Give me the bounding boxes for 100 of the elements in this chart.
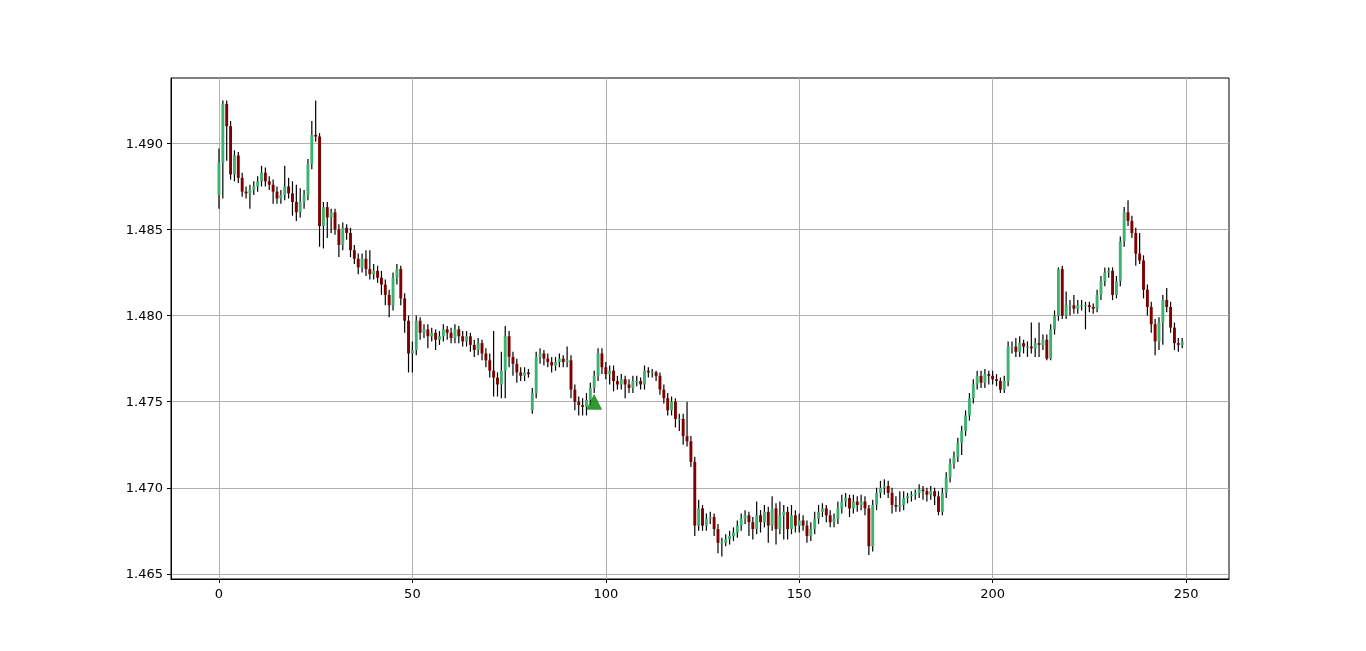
candlestick bbox=[666, 392, 670, 417]
candlestick bbox=[1037, 321, 1041, 358]
candlestick bbox=[1145, 284, 1149, 317]
candlestick bbox=[995, 373, 998, 387]
candlestick bbox=[793, 509, 797, 534]
candlestick bbox=[321, 201, 325, 250]
candlestick bbox=[631, 375, 635, 394]
candlestick bbox=[697, 499, 701, 532]
candlestick bbox=[240, 172, 244, 198]
candlestick bbox=[438, 330, 441, 346]
candlestick bbox=[492, 330, 496, 398]
candlestick bbox=[797, 512, 801, 534]
candlestick bbox=[1173, 321, 1176, 351]
candlestick bbox=[232, 149, 236, 182]
candlestick bbox=[325, 201, 329, 239]
candlestick bbox=[1161, 294, 1165, 346]
candlestick bbox=[476, 337, 480, 356]
candlestick bbox=[468, 332, 472, 353]
candlestick bbox=[271, 178, 275, 205]
candlestick bbox=[530, 387, 534, 415]
candlestick bbox=[298, 187, 302, 219]
candlestick bbox=[898, 490, 902, 513]
candlestick bbox=[426, 323, 430, 349]
candlestick bbox=[287, 177, 291, 200]
candlestick bbox=[670, 395, 674, 417]
candlestick bbox=[836, 500, 840, 525]
candlestick bbox=[600, 347, 604, 375]
candlestick bbox=[1169, 301, 1173, 334]
candlestick bbox=[407, 314, 410, 373]
candlestick bbox=[542, 349, 546, 367]
candlestick bbox=[890, 487, 894, 515]
candlestick bbox=[608, 364, 612, 386]
candlestick bbox=[449, 327, 453, 344]
candlestick bbox=[701, 504, 704, 532]
candlestick bbox=[937, 490, 940, 516]
candlestick bbox=[453, 323, 457, 344]
candlestick bbox=[1018, 335, 1022, 358]
candlestick bbox=[762, 504, 766, 528]
candlestick bbox=[418, 316, 422, 341]
y-tick-label: 1.490 bbox=[125, 135, 163, 151]
candlestick bbox=[755, 500, 759, 535]
y-tick-label: 1.465 bbox=[125, 566, 163, 582]
candlestick bbox=[643, 364, 646, 391]
candlestick bbox=[352, 244, 356, 265]
candlestick bbox=[673, 397, 677, 429]
candlestick bbox=[623, 375, 627, 399]
candlestick bbox=[975, 370, 979, 391]
y-tick-label: 1.480 bbox=[125, 308, 163, 324]
candlestick bbox=[291, 180, 294, 217]
candlestick bbox=[879, 480, 882, 499]
x-tick-label: 100 bbox=[593, 586, 619, 601]
candlestick bbox=[732, 526, 735, 542]
candlestick bbox=[770, 495, 774, 532]
candlestick bbox=[967, 392, 971, 422]
candlestick bbox=[585, 392, 588, 417]
candlestick bbox=[360, 253, 364, 274]
y-tick-label: 1.470 bbox=[125, 480, 163, 496]
candlestick bbox=[1026, 340, 1029, 358]
candlestick bbox=[817, 504, 821, 525]
candlestick bbox=[229, 120, 233, 181]
candlestick bbox=[410, 340, 414, 373]
candlestick bbox=[379, 270, 383, 296]
candlestick bbox=[906, 492, 909, 504]
x-tick-label: 200 bbox=[980, 586, 1006, 601]
candlestick bbox=[318, 132, 321, 248]
candlestick bbox=[236, 151, 240, 184]
candlestick bbox=[283, 165, 287, 201]
candlestick bbox=[743, 509, 747, 525]
candlestick bbox=[875, 487, 879, 511]
candlestick bbox=[1142, 254, 1145, 299]
candlestick bbox=[565, 345, 569, 368]
candlestick bbox=[526, 368, 530, 379]
candlestick bbox=[851, 494, 855, 515]
candlestick bbox=[612, 364, 615, 392]
candlestick bbox=[848, 494, 851, 518]
candlestick bbox=[499, 351, 503, 399]
candlestick bbox=[820, 502, 824, 518]
candlestick bbox=[1165, 287, 1169, 313]
candlestick bbox=[496, 371, 499, 398]
x-tick-label: 50 bbox=[404, 586, 421, 601]
candlestick bbox=[314, 99, 318, 143]
candlestick bbox=[960, 425, 964, 456]
candlestick bbox=[349, 227, 352, 258]
candlestick bbox=[925, 487, 929, 503]
candlestick bbox=[225, 99, 229, 162]
candlestick bbox=[248, 184, 252, 210]
candlestick bbox=[279, 189, 283, 205]
candlestick bbox=[329, 208, 333, 234]
y-tick-label: 1.485 bbox=[125, 222, 163, 238]
candlestick bbox=[434, 328, 438, 351]
candlestick bbox=[1084, 301, 1087, 330]
candlestick bbox=[766, 506, 770, 544]
candlestick bbox=[813, 511, 817, 535]
candlestick bbox=[983, 368, 987, 389]
candlestick bbox=[859, 494, 863, 511]
candlestick bbox=[1014, 337, 1018, 358]
candlestick bbox=[368, 249, 372, 281]
candlestick bbox=[751, 516, 755, 540]
x-tick-label: 0 bbox=[214, 586, 224, 601]
candlestick bbox=[786, 506, 790, 540]
